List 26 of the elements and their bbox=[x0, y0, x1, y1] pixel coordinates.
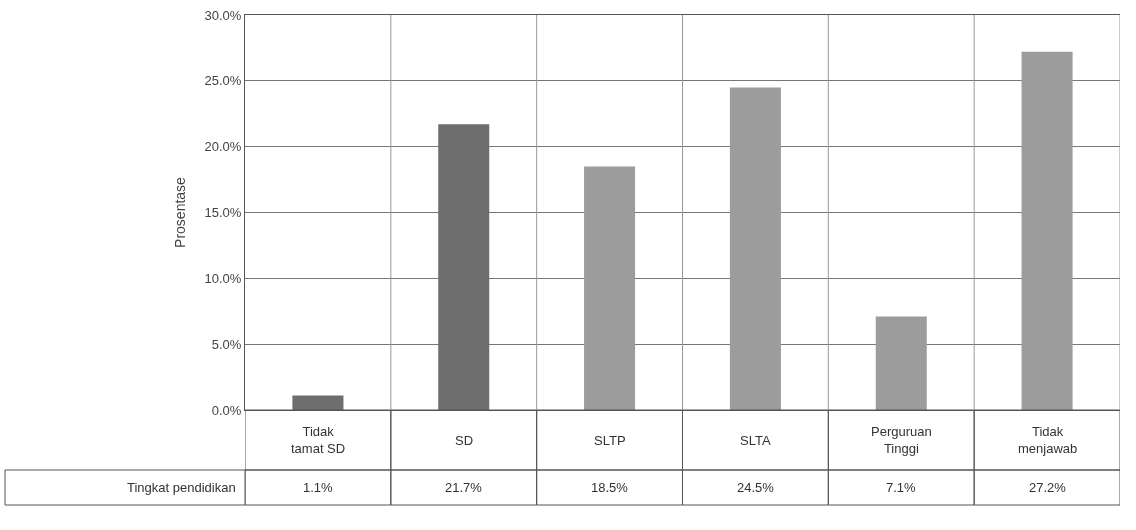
y-tick-label: 0.0% bbox=[211, 402, 242, 418]
x-tick-label: SD bbox=[455, 433, 474, 448]
y-axis-title: Prosentase bbox=[172, 176, 189, 248]
y-tick-label: 15.0% bbox=[204, 205, 242, 221]
data-label: 18.5% bbox=[591, 480, 629, 495]
y-tick-label: 5.0% bbox=[211, 336, 242, 352]
x-tick-label: Perguruan Tinggi bbox=[871, 424, 932, 456]
bar bbox=[1021, 51, 1073, 410]
x-tick-label: Tidak tamat SD bbox=[291, 424, 346, 456]
y-tick-label: 30.0% bbox=[204, 7, 242, 23]
data-label: 24.5% bbox=[737, 480, 775, 495]
x-tick-label: Tidak menjawab bbox=[1018, 424, 1078, 456]
x-tick-label: SLTA bbox=[740, 433, 771, 448]
bar bbox=[584, 166, 636, 410]
data-label: 27.2% bbox=[1029, 480, 1067, 495]
y-tick-label: 25.0% bbox=[204, 73, 242, 89]
data-label: 21.7% bbox=[445, 480, 483, 495]
y-tick-label: 10.0% bbox=[204, 270, 242, 286]
data-label: 7.1% bbox=[886, 480, 917, 495]
x-tick-label: SLTP bbox=[594, 433, 626, 448]
bar bbox=[875, 316, 927, 410]
bar bbox=[729, 87, 781, 410]
text: Tingkat pendidikan bbox=[127, 480, 236, 495]
bar bbox=[292, 395, 344, 410]
y-tick-label: 20.0% bbox=[204, 139, 242, 155]
data-label: 1.1% bbox=[303, 480, 334, 495]
